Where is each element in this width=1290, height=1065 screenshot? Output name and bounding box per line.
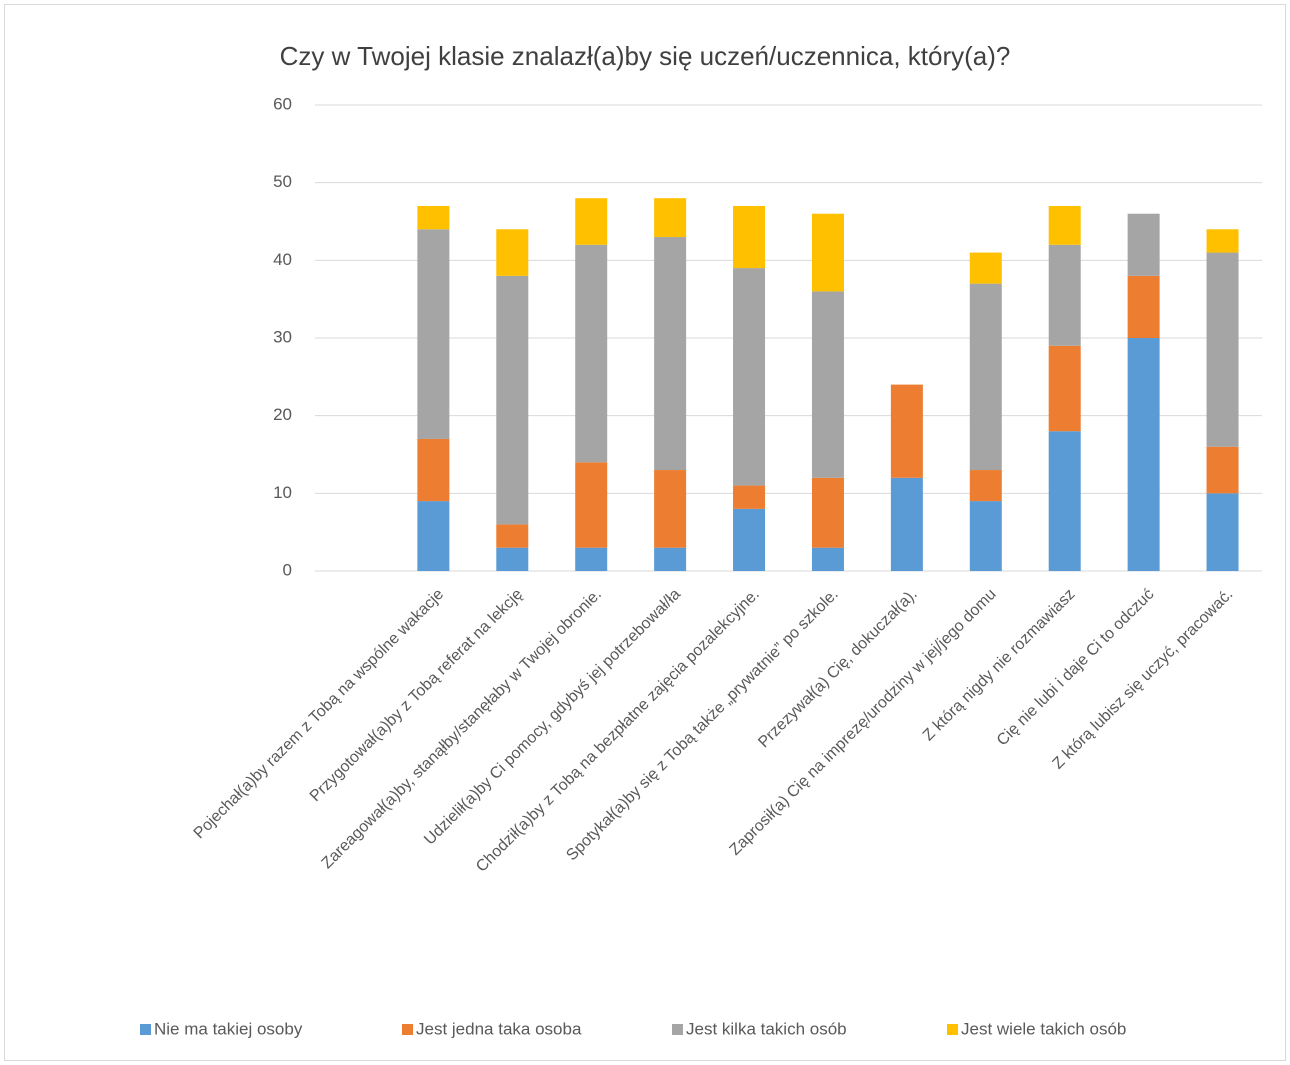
bar-segment: [811, 477, 844, 548]
bar-segment: [811, 547, 844, 571]
legend-swatch: [402, 1024, 413, 1035]
bar-segment: [575, 244, 608, 463]
bar-segment: [496, 229, 529, 276]
bar-segment: [575, 198, 608, 245]
bar-segment: [654, 237, 687, 471]
bar-segment: [969, 470, 1002, 502]
bar-segment: [969, 252, 1002, 284]
bar-segment: [654, 547, 687, 571]
bar-segment: [654, 198, 687, 238]
bar-segment: [654, 470, 687, 548]
y-tick-label: 10: [273, 483, 292, 502]
bar-segment: [417, 501, 450, 571]
bar-segment: [417, 438, 450, 502]
y-tick-label: 50: [273, 172, 292, 191]
legend-swatch: [672, 1024, 683, 1035]
legend-swatch: [140, 1024, 151, 1035]
bar-segment: [811, 213, 844, 292]
bar-segment: [1206, 446, 1239, 494]
bar-segment: [1127, 275, 1160, 338]
bar-segment: [1048, 205, 1081, 245]
legend-swatch: [947, 1024, 958, 1035]
bar-segment: [969, 283, 1002, 471]
bar-segment: [496, 275, 529, 525]
bar-segment: [575, 462, 608, 548]
bar-segment: [733, 485, 766, 509]
chart-title: Czy w Twojej klasie znalazł(a)by się ucz…: [280, 41, 1011, 71]
bar-segment: [1127, 213, 1160, 276]
bar-segment: [811, 291, 844, 478]
bar-segment: [733, 205, 766, 269]
bar-segment: [1048, 244, 1081, 346]
bar-segment: [496, 547, 529, 571]
bar-segment: [733, 268, 766, 486]
chart-border: [4, 4, 1286, 1061]
y-tick-label: 60: [273, 94, 292, 113]
bar-segment: [417, 205, 450, 230]
y-tick-label: 0: [283, 560, 292, 579]
y-tick-label: 30: [273, 327, 292, 346]
bar-segment: [1048, 431, 1081, 571]
y-tick-label: 40: [273, 250, 292, 269]
legend-label: Jest kilka takich osób: [686, 1019, 847, 1038]
bar-segment: [417, 229, 450, 439]
bar-segment: [575, 547, 608, 571]
legend-label: Nie ma takiej osoby: [154, 1019, 303, 1038]
bar-segment: [969, 501, 1002, 571]
bar-segment: [496, 524, 529, 548]
y-tick-label: 20: [273, 405, 292, 424]
bar-segment: [1127, 338, 1160, 571]
bar-segment: [1048, 345, 1081, 432]
bar-segment: [1206, 229, 1239, 253]
bar-segment: [890, 477, 923, 571]
bar-segment: [733, 508, 766, 571]
bar-segment: [1206, 252, 1239, 447]
legend-label: Jest wiele takich osób: [961, 1019, 1126, 1038]
bar-segment: [1206, 493, 1239, 571]
bar-segment: [890, 384, 923, 478]
legend-label: Jest jedna taka osoba: [416, 1019, 582, 1038]
